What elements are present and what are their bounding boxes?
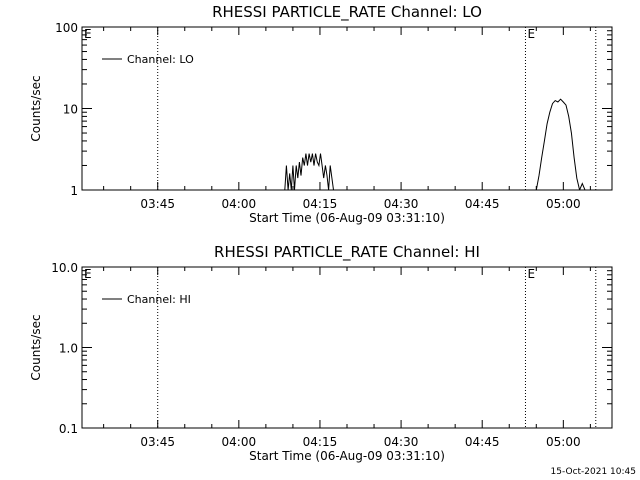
y-tick-label: 0.1 xyxy=(59,422,78,436)
x-tick-label: 04:15 xyxy=(303,197,338,211)
panel-lo: RHESSI PARTICLE_RATE Channel: LO 03:45 04:… xyxy=(29,3,613,225)
time-marker-label: E xyxy=(527,27,535,41)
y-tick-label: 10 xyxy=(63,103,78,117)
chart-title: RHESSI PARTICLE_RATE Channel: HI xyxy=(214,243,480,262)
x-tick-label: 05:00 xyxy=(546,197,581,211)
x-tick-label: 04:30 xyxy=(384,435,419,449)
x-tick-label: 03:45 xyxy=(140,435,175,449)
plot-frame xyxy=(81,26,613,191)
x-tick-label: 04:15 xyxy=(303,435,338,449)
y-tick-label: 100 xyxy=(55,21,78,35)
x-tick-label: 05:00 xyxy=(546,435,581,449)
y-tick-label: 10.0 xyxy=(51,261,78,275)
x-tick-label: 03:45 xyxy=(140,197,175,211)
y-axis-label: Counts/sec xyxy=(29,75,43,141)
panel-hi: RHESSI PARTICLE_RATE Channel: HI 03:45 04:… xyxy=(29,243,613,463)
corner-label: E xyxy=(84,267,92,281)
x-tick-label: 04:45 xyxy=(465,197,500,211)
time-marker-label: E xyxy=(527,267,535,281)
legend-entry: Channel: HI xyxy=(127,293,191,306)
footer-timestamp: 15-Oct-2021 10:45 xyxy=(551,467,636,477)
chart-title: RHESSI PARTICLE_RATE Channel: LO xyxy=(212,3,482,22)
y-tick-label: 1.0 xyxy=(59,342,78,356)
x-axis-label: Start Time (06-Aug-09 03:31:10) xyxy=(249,211,445,225)
x-tick-label: 04:00 xyxy=(222,197,257,211)
y-axis-label: Counts/sec xyxy=(29,314,43,380)
x-tick-label: 04:45 xyxy=(465,435,500,449)
plot-frame xyxy=(81,266,613,429)
series-line xyxy=(284,98,586,190)
legend-entry: Channel: LO xyxy=(127,53,194,66)
x-tick-label: 04:00 xyxy=(222,435,257,449)
y-tick-label: 1 xyxy=(70,184,78,198)
x-axis-label: Start Time (06-Aug-09 03:31:10) xyxy=(249,449,445,463)
corner-label: E xyxy=(84,27,92,41)
x-tick-label: 04:30 xyxy=(384,197,419,211)
